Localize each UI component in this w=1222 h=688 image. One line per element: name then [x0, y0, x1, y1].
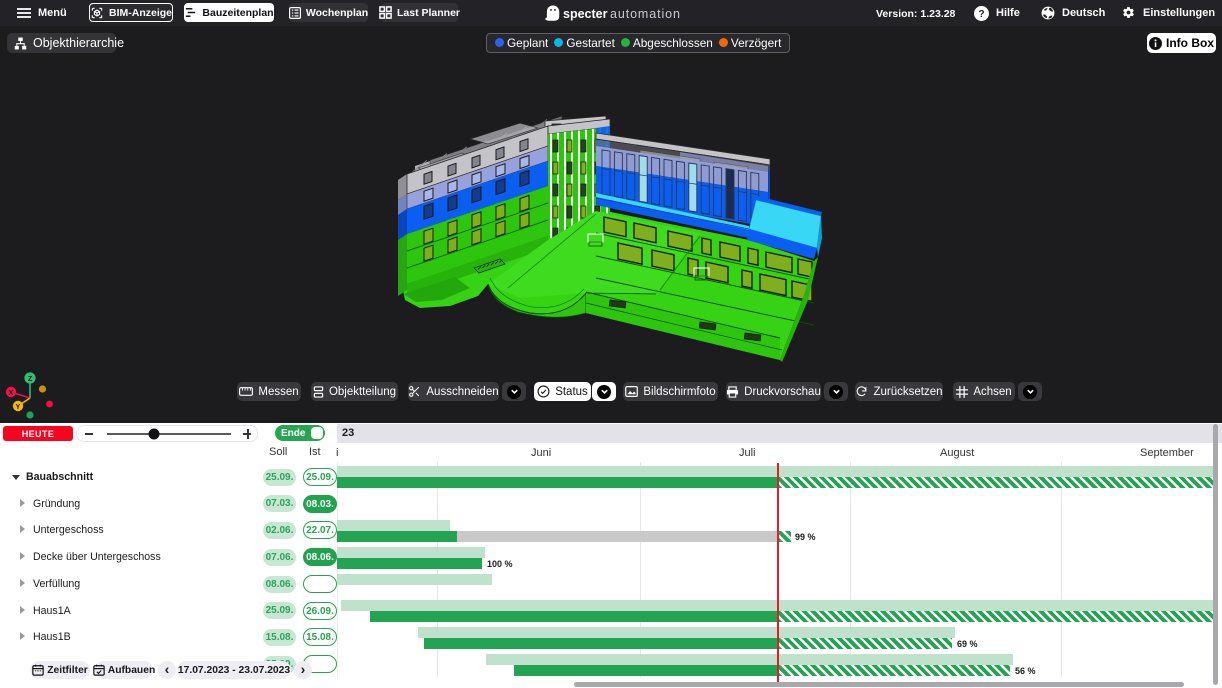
svg-text:Z: Z: [28, 376, 33, 383]
svg-text:X: X: [9, 390, 14, 397]
svg-text:Y: Y: [16, 404, 21, 411]
svg-text:?: ?: [978, 9, 984, 20]
